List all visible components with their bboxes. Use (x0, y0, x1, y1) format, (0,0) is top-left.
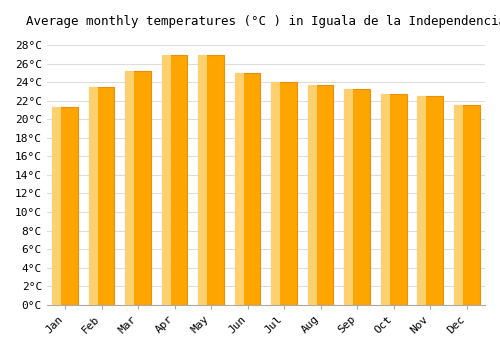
Bar (198, 55, 224, 304)
Bar (454, 105, 463, 304)
Bar (344, 89, 370, 304)
Bar (162, 55, 188, 304)
Bar (235, 73, 260, 304)
Bar (418, 96, 443, 304)
Bar (89, 87, 114, 304)
Bar (308, 85, 317, 304)
Bar (418, 96, 426, 304)
Bar (454, 105, 479, 304)
Bar (381, 93, 406, 304)
Bar (272, 82, 280, 304)
Bar (162, 55, 171, 304)
Bar (344, 89, 354, 304)
Bar (126, 71, 151, 304)
Bar (272, 82, 297, 304)
Bar (52, 107, 78, 304)
Bar (52, 107, 62, 304)
Bar (381, 93, 390, 304)
Bar (235, 73, 244, 304)
Bar (308, 85, 334, 304)
Bar (198, 55, 207, 304)
Title: Average monthly temperatures (°C ) in Iguala de la Independencia: Average monthly temperatures (°C ) in Ig… (26, 15, 500, 28)
Bar (126, 71, 134, 304)
Bar (89, 87, 98, 304)
